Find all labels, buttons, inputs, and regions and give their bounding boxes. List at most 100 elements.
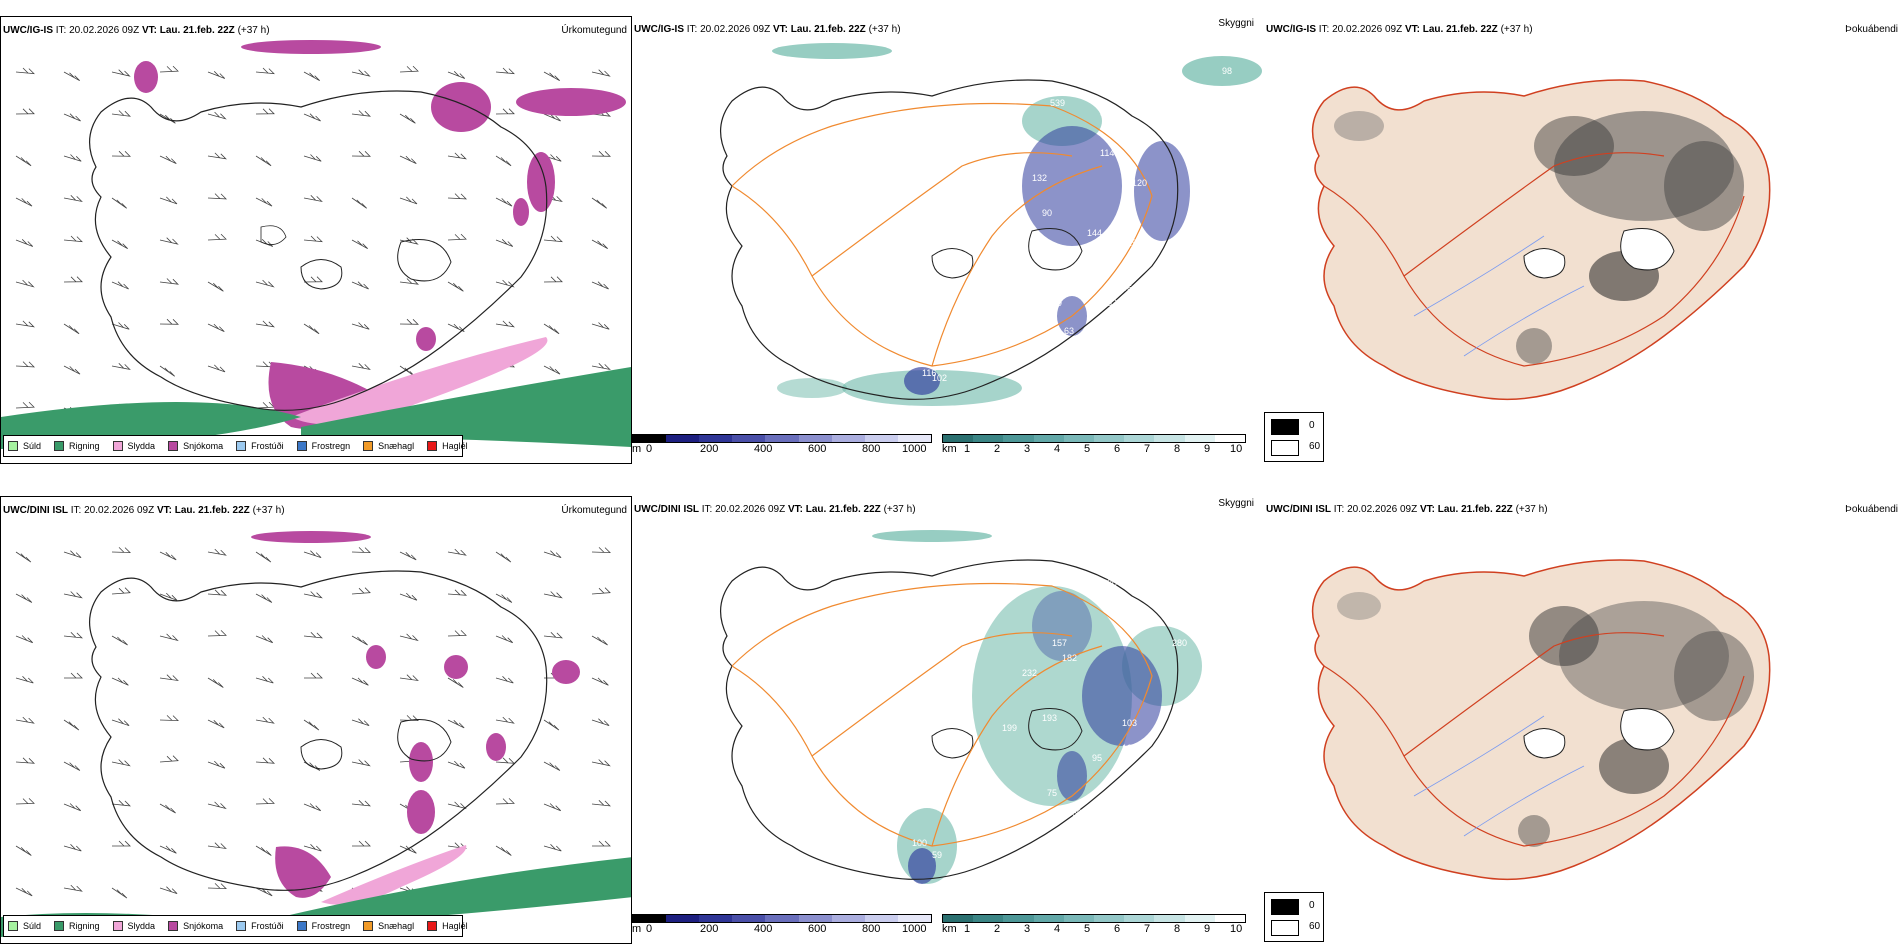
vis-tick: 1 [964, 443, 971, 455]
precip-legend-item: Snjókoma [168, 441, 223, 451]
wind-barb [63, 761, 81, 771]
wind-barb [255, 845, 272, 856]
wind-barb [111, 363, 131, 371]
wind-barb [111, 69, 131, 77]
panel-title: Skyggni [1218, 18, 1254, 29]
wind-barb [591, 322, 610, 330]
precip-legend-item: Rigning [54, 441, 100, 451]
wind-barb [63, 323, 80, 335]
precip-legend-label: Slydda [127, 441, 156, 451]
visibility-value: 106 [1117, 283, 1132, 293]
precip-legend-label: Haglél [442, 441, 468, 451]
wind-barb [543, 844, 562, 852]
elevation-unit: m [632, 443, 642, 455]
fog-swatch-low [1271, 440, 1299, 456]
wind-barb [63, 71, 80, 82]
vis-tick: 7 [1144, 443, 1151, 455]
wind-barb [255, 757, 276, 764]
precip-type-panel-bottom: UWC/DINI ISL IT: 20.02.2026 09Z VT: Lau.… [0, 496, 632, 944]
panel-header: UWC/DINI ISL IT: 20.02.2026 09Z VT: Lau.… [634, 504, 916, 515]
wind-barb [159, 803, 176, 814]
wind-barb [111, 887, 128, 899]
wind-barb [352, 840, 371, 847]
wind-barb [495, 67, 515, 75]
wind-barb [303, 235, 323, 243]
wind-barb [447, 152, 467, 160]
wind-barb [495, 551, 512, 563]
wind-barb [399, 65, 419, 73]
precip-legend-item: Frostregn [296, 441, 350, 451]
wind-barb [159, 551, 177, 561]
precip-legend-swatch [168, 921, 179, 931]
visibility-value: 106 [1122, 743, 1137, 753]
elev-tick: 0 [646, 443, 653, 455]
wind-barb [207, 760, 226, 769]
wind-barb [63, 276, 83, 283]
wind-barb [15, 635, 33, 644]
wind-barb [303, 71, 320, 82]
visibility-value: 100 [912, 838, 927, 848]
precip-legend-swatch [8, 441, 18, 451]
fog-swatch-high [1271, 899, 1299, 915]
precip-legend-item: Haglél [427, 921, 468, 931]
wind-barb [159, 113, 176, 124]
wind-barb [351, 363, 371, 371]
elev-tick: 600 [808, 443, 827, 455]
visibility-unit: km [942, 443, 957, 455]
visibility-value: 69 [1052, 298, 1062, 308]
panel-header: UWC/DINI ISL IT: 20.02.2026 09Z VT: Lau.… [1266, 504, 1548, 515]
wind-barb [447, 193, 468, 200]
wind-barb [63, 844, 82, 852]
wind-barb [159, 674, 179, 682]
visibility-panel-top: UWC/IG-IS IT: 20.02.2026 09Z VT: Lau. 21… [632, 16, 1264, 464]
vis-tick: 7 [1144, 923, 1151, 935]
wind-barb [495, 155, 512, 167]
vis-tick: 3 [1024, 443, 1031, 455]
wind-barb [303, 195, 323, 203]
precip-legend-label: Súld [23, 921, 42, 931]
visibility-colorbar [942, 434, 1246, 443]
elev-tick: 800 [862, 923, 881, 935]
vis-tick: 2 [994, 923, 1001, 935]
panel-header: UWC/DINI ISL IT: 20.02.2026 09Z VT: Lau.… [3, 505, 285, 516]
wind-barb [303, 591, 323, 599]
precip-legend-label: Slydda [127, 921, 156, 931]
wind-barb [447, 548, 467, 556]
wind-barb [255, 635, 273, 644]
elevation-visibility-scales: m 0 200 400 600 800 1000 km 1 2 3 4 5 6 … [632, 434, 1262, 456]
wind-barb [351, 718, 370, 726]
precip-legend-label: Rigning [69, 921, 100, 931]
wind-barb [207, 323, 225, 332]
precip-legend-label: Frostregn [311, 921, 351, 931]
wind-barb [447, 677, 464, 688]
wind-barb [255, 551, 272, 563]
wind-barb [63, 195, 83, 203]
wind-barb [15, 67, 35, 75]
wind-barb [495, 635, 513, 644]
wind-barb [15, 798, 35, 805]
wind-barb [543, 632, 563, 639]
visibility-value: 605 [1062, 548, 1077, 558]
precip-type-panel-top: UWC/IG-IS IT: 20.02.2026 09Z VT: Lau. 21… [0, 16, 632, 464]
wind-barb [159, 196, 178, 205]
visibility-value: 59 [932, 850, 942, 860]
wind-barb [111, 635, 128, 646]
visibility-value: 120 [1132, 178, 1147, 188]
panel-title: Þokuábendi [1845, 504, 1898, 515]
precip-legend-item: Snæhagl [363, 441, 414, 451]
wind-barb [15, 320, 35, 328]
elev-tick: 1000 [902, 443, 927, 455]
wind-barb [63, 365, 81, 375]
precip-legend-item: Súld [8, 921, 41, 931]
wind-barb [15, 239, 34, 247]
wind-barb [495, 798, 515, 805]
wind-barb [15, 108, 35, 115]
wind-barb [591, 635, 608, 646]
wind-barb [447, 630, 467, 637]
wind-barb [159, 886, 178, 894]
elevation-colorbar [632, 434, 932, 443]
wind-barb [159, 633, 179, 642]
wind-barb [591, 363, 611, 371]
visibility-values: 605 580 205 157 182 280 202 232 120 193 199 103 106 9… [892, 548, 1212, 860]
visibility-value: 202 [1197, 628, 1212, 638]
